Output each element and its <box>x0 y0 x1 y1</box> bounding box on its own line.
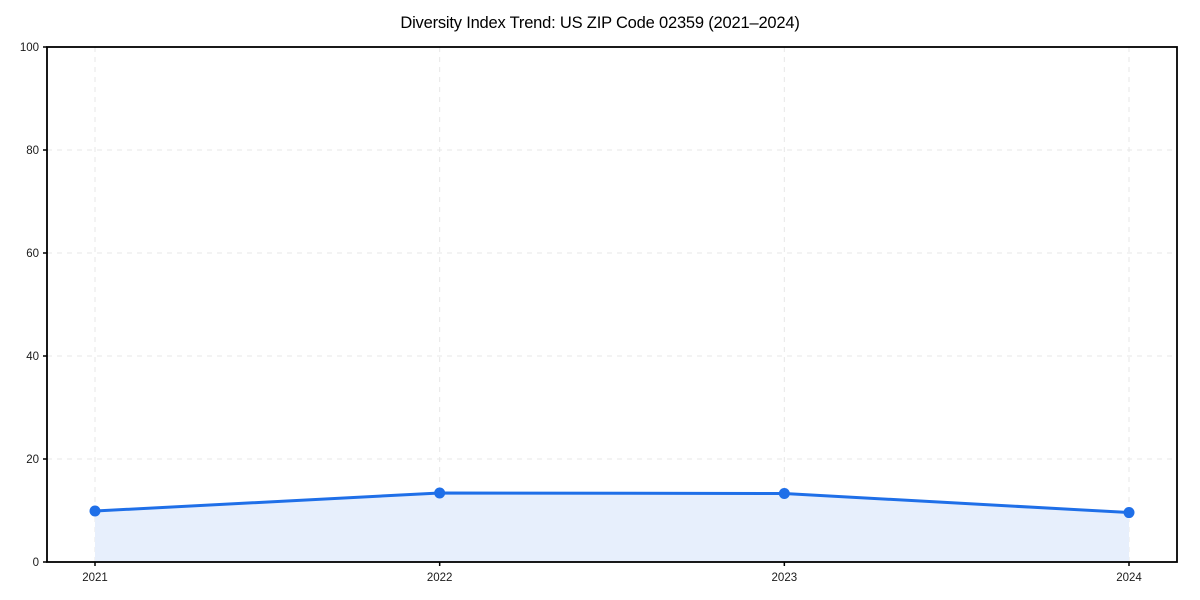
chart-title: Diversity Index Trend: US ZIP Code 02359… <box>400 14 800 32</box>
trend-line <box>93 491 1131 515</box>
x-axis-tick-label: 2021 <box>82 572 108 584</box>
data-point-marker <box>89 505 101 517</box>
data-point-marker <box>778 488 790 500</box>
y-axis-tick-label: 0 <box>33 557 39 569</box>
x-axis-tick-label: 2022 <box>427 572 453 584</box>
y-axis-tick-label: 40 <box>26 351 39 363</box>
y-axis-tick-label: 20 <box>26 454 39 466</box>
y-axis-tick-label: 80 <box>26 145 39 157</box>
x-axis-tick-label: 2024 <box>1116 572 1142 584</box>
y-axis-tick-label: 60 <box>26 248 39 260</box>
data-point-marker <box>1123 507 1135 519</box>
data-point-marker <box>434 487 446 499</box>
x-axis-tick-label: 2023 <box>772 572 798 584</box>
plot-border <box>46 46 1178 563</box>
y-axis-tick-label: 100 <box>20 42 39 54</box>
area-fill <box>95 492 1129 562</box>
